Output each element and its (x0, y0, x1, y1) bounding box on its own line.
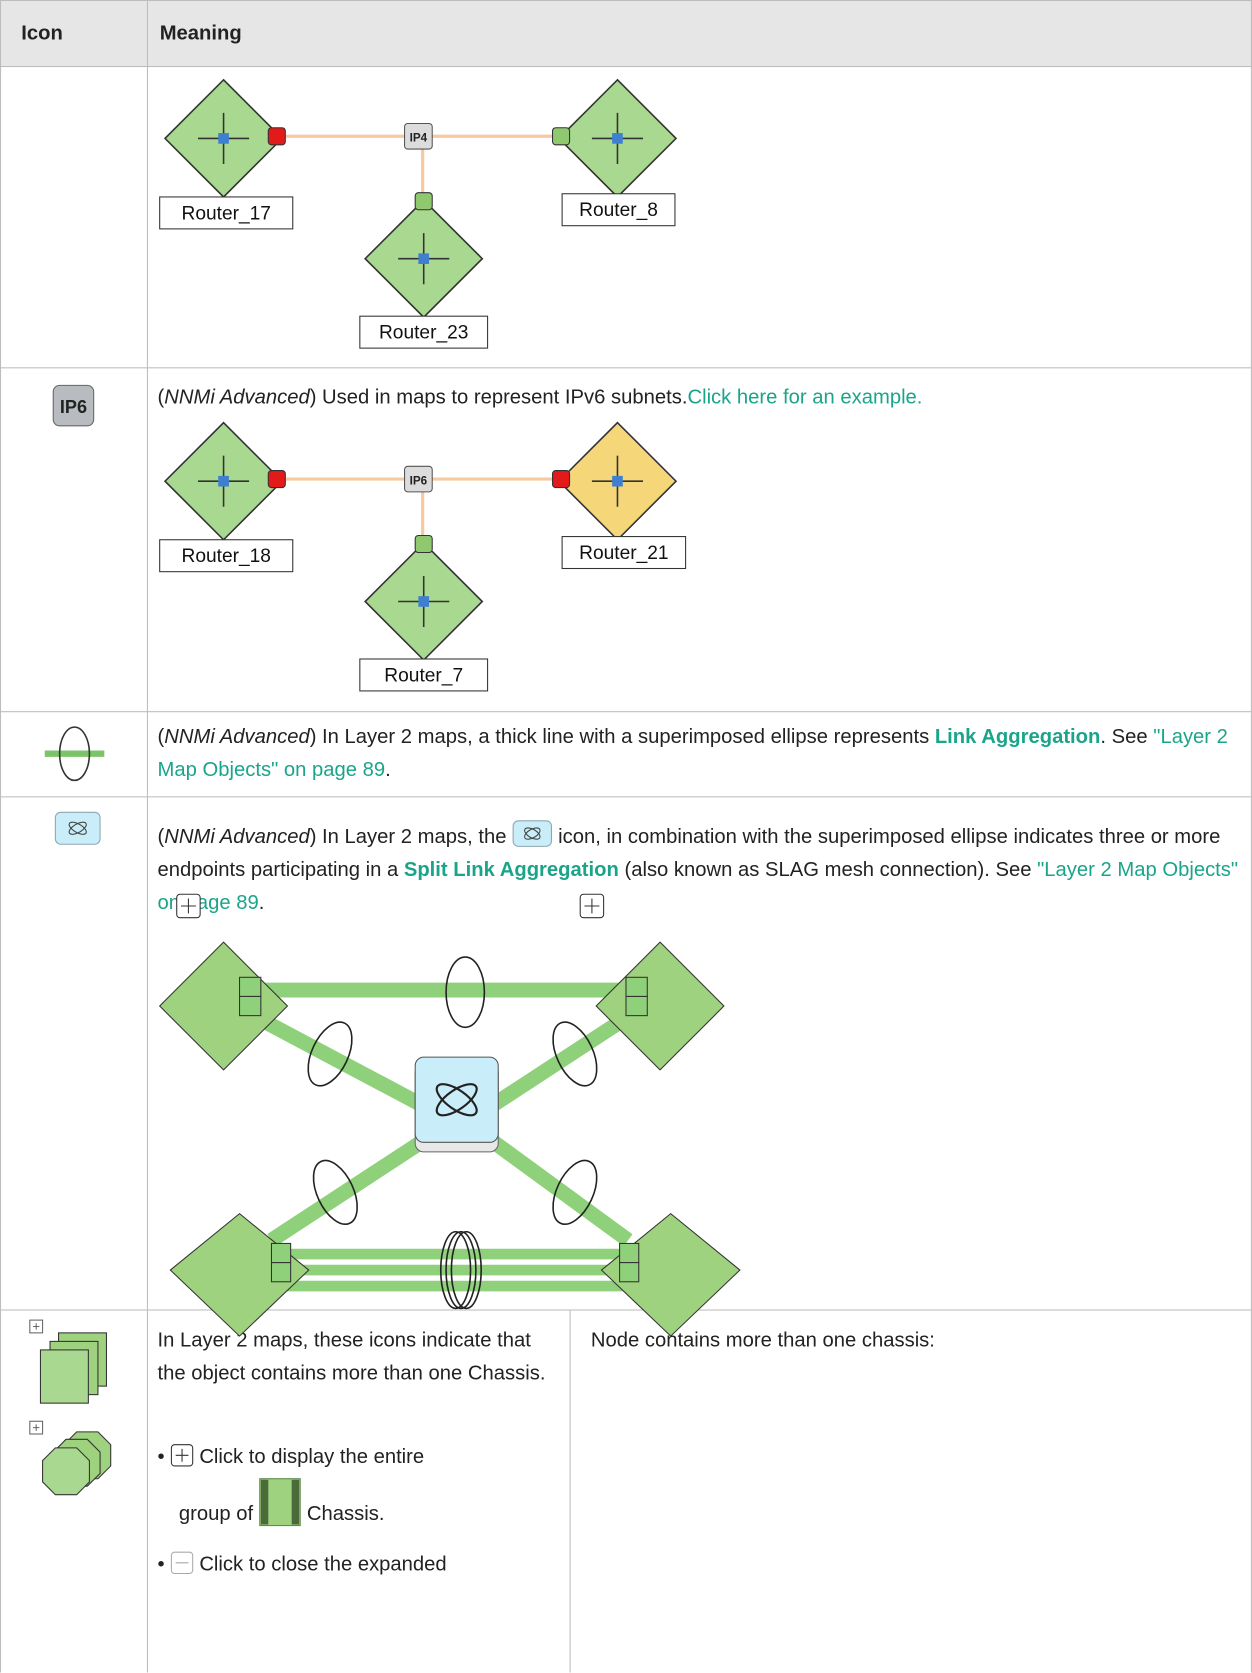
header-meaning: Meaning (159, 22, 242, 45)
link[interactable]: Link Aggregation (934, 726, 1101, 749)
row-text: (NNMi Advanced) In Layer 2 maps, a thick… (158, 721, 1233, 787)
node-label-box (561, 536, 687, 570)
border (146, 0, 148, 1673)
node-label: Router_17 (181, 203, 270, 224)
bullet-list: • Click to display the entire group of C… (158, 1437, 563, 1585)
port (414, 534, 433, 554)
node-label: Router_21 (579, 543, 668, 564)
node-label-box (159, 196, 294, 230)
node-label: Router_8 (579, 200, 658, 221)
header-icon: Icon (21, 22, 63, 45)
bullet: • Click to close the expanded (158, 1545, 563, 1585)
text: Click to close the expanded (199, 1553, 447, 1576)
border (0, 66, 1252, 68)
text: Click to display the entire (199, 1445, 425, 1469)
router-core (218, 133, 229, 144)
bullet-cont: group of Chassis. (158, 1478, 563, 1545)
text: . (258, 892, 265, 915)
router-core (218, 475, 229, 487)
subnet-box (404, 122, 433, 150)
slag-icon (54, 811, 101, 845)
link[interactable]: Click here for an example. (687, 386, 923, 409)
text: ( (157, 726, 165, 749)
border (0, 796, 1252, 798)
border (0, 711, 1252, 713)
row-text: In Layer 2 maps, these icons indicate th… (157, 1329, 546, 1386)
text: (also known as SLAG mesh connection). Se… (618, 859, 1038, 882)
emphasis: NNMi Advanced (164, 386, 310, 409)
node-label-box (159, 539, 294, 573)
node-label: Router_18 (181, 546, 270, 567)
border (0, 1309, 1252, 1311)
text: ) In Layer 2 maps, the (309, 826, 513, 849)
node-label: Router_23 (379, 323, 468, 344)
border (0, 0, 1252, 2)
ellipse-icon (58, 726, 91, 782)
row-text: (NNMi Advanced) Used in maps to represen… (158, 381, 1233, 414)
router-core (418, 253, 430, 265)
plus-icon (170, 1444, 194, 1467)
text: ( (157, 386, 165, 409)
link[interactable]: "Layer 2 Map Objects" on page 89 (157, 726, 1228, 782)
router-core (612, 133, 623, 144)
text: ) In Layer 2 maps, a thick line with a s… (309, 726, 935, 749)
slag-icon-mark (68, 821, 87, 835)
ip6-icon-label: IP6 (60, 397, 87, 417)
link[interactable]: Split Link Aggregation (403, 859, 619, 882)
text: ) Used in maps to represent IPv6 subnets… (309, 386, 688, 409)
port (267, 127, 286, 146)
subnet-label: IP4 (410, 132, 428, 145)
subnet-box (404, 465, 433, 493)
port (414, 192, 433, 211)
router-core (418, 596, 430, 607)
text: . See (1100, 726, 1154, 749)
emphasis: NNMi Advanced (164, 826, 310, 849)
port (551, 470, 571, 489)
chassis-stack-icon (29, 1319, 112, 1496)
emphasis: NNMi Advanced (164, 726, 310, 749)
slag-icon (512, 820, 552, 847)
border (1250, 0, 1252, 1673)
router-core (612, 475, 623, 487)
chassis-icon (259, 1478, 301, 1527)
row-text: Node contains more than one chassis: (590, 1329, 935, 1353)
slag-diagram (158, 893, 741, 1337)
minus-icon (170, 1551, 194, 1575)
bullet: • Click to display the entire (158, 1437, 563, 1477)
node-label-box (561, 193, 676, 227)
text: Chassis. (306, 1503, 385, 1526)
ip6-icon (52, 384, 95, 427)
border (569, 1309, 571, 1673)
row-text: (NNMi Advanced) In Layer 2 maps, the ico… (158, 820, 1239, 920)
text: group of (178, 1503, 254, 1526)
node-label-box (359, 315, 489, 349)
node-label-box (359, 658, 489, 692)
port (267, 470, 286, 489)
text: . (385, 759, 391, 782)
border (0, 0, 2, 1673)
header-row (0, 0, 1252, 67)
slag-icon-mark (68, 821, 87, 835)
text: ( (157, 826, 165, 849)
text: icon, in combination with the superimpos… (157, 826, 1221, 882)
node-label: Router_7 (384, 665, 463, 686)
port (551, 127, 571, 146)
subnet-label: IP6 (410, 474, 428, 487)
border (0, 367, 1252, 369)
